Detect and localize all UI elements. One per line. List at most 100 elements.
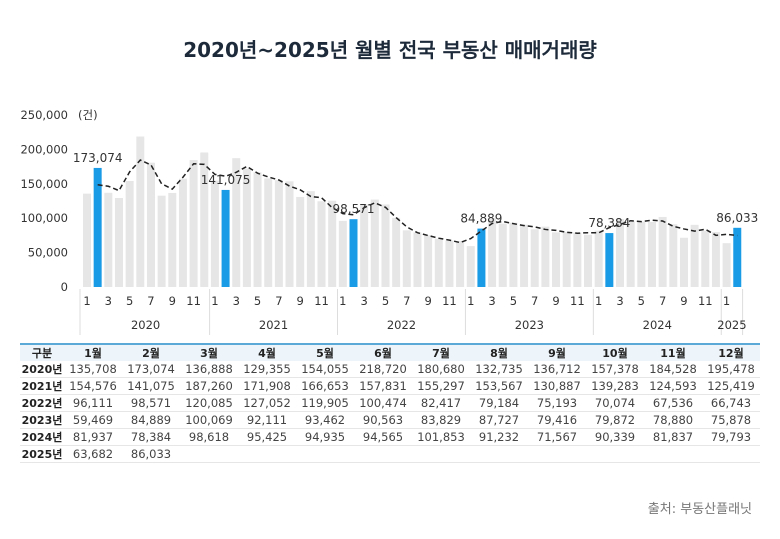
value-cell: 136,888 [180, 361, 238, 378]
value-cell [644, 445, 702, 463]
month-header: 9월 [528, 343, 586, 361]
x-tick-label: 9 [297, 294, 304, 308]
x-tick-label: 1 [723, 294, 730, 308]
bar [317, 201, 326, 287]
value-cell: 94,935 [296, 428, 354, 446]
value-cell: 86,033 [122, 445, 180, 463]
bar [722, 243, 731, 287]
value-cell: 125,419 [702, 377, 760, 395]
value-cell: 71,567 [528, 428, 586, 446]
x-tick-label: 3 [488, 294, 495, 308]
x-tick-label: 7 [659, 294, 666, 308]
x-tick-label: 3 [233, 294, 240, 308]
bar [434, 238, 443, 287]
x-tick-label: 5 [510, 294, 517, 308]
value-cell: 81,837 [644, 428, 702, 446]
x-tick-label: 1 [83, 294, 90, 308]
value-cell: 98,618 [180, 428, 238, 446]
bar [509, 222, 518, 287]
value-cell: 63,682 [64, 445, 122, 463]
bar [488, 218, 497, 287]
x-tick-label: 1 [595, 294, 602, 308]
value-cell [470, 445, 528, 463]
x-tick-label: 11 [570, 294, 585, 308]
year-label: 2020 [131, 318, 160, 332]
y-unit-label: (건) [78, 108, 98, 122]
highlight-data-label: 173,074 [73, 151, 123, 165]
bar [104, 192, 113, 287]
y-tick-label: 0 [61, 280, 68, 294]
value-cell: 187,260 [180, 377, 238, 395]
bar [594, 230, 603, 287]
year-cell: 2024년 [20, 428, 64, 446]
highlight-data-label: 98,571 [333, 202, 375, 216]
year-label: 2024 [643, 318, 672, 332]
bar [328, 200, 337, 287]
x-tick-label: 5 [126, 294, 133, 308]
table-row: 2022년 96,111 98,571 120,085 127,052 119,905 10… [20, 394, 760, 412]
value-cell: 195,478 [702, 361, 760, 378]
value-cell: 184,528 [644, 361, 702, 378]
value-cell: 84,889 [122, 411, 180, 429]
value-cell: 82,417 [412, 394, 470, 412]
value-cell: 81,937 [64, 428, 122, 446]
x-tick-label: 3 [360, 294, 367, 308]
bar [232, 158, 241, 287]
bar [274, 180, 283, 287]
bar [498, 223, 507, 287]
table-row: 2024년 81,937 78,384 98,618 95,425 94,935 94,56… [20, 428, 760, 446]
month-header: 11월 [644, 343, 702, 361]
value-cell: 87,727 [470, 411, 528, 429]
highlight-bar [221, 189, 230, 287]
value-cell: 78,384 [122, 428, 180, 446]
value-cell: 157,831 [354, 377, 412, 395]
year-label: 2025 [717, 318, 746, 332]
value-cell: 93,462 [296, 411, 354, 429]
year-label: 2023 [515, 318, 544, 332]
x-tick-label: 7 [403, 294, 410, 308]
value-cell: 130,887 [528, 377, 586, 395]
month-header: 1월 [64, 343, 122, 361]
value-cell: 100,474 [354, 394, 412, 412]
year-cell: 2022년 [20, 394, 64, 412]
bar [360, 204, 369, 287]
bar [647, 221, 656, 287]
bar [520, 224, 529, 287]
value-cell: 91,232 [470, 428, 528, 446]
highlight-data-label: 78,384 [588, 216, 630, 230]
x-tick-label: 3 [616, 294, 623, 308]
bar [573, 232, 582, 287]
bar [189, 160, 198, 287]
value-cell: 70,074 [586, 394, 644, 412]
value-cell [296, 445, 354, 463]
x-tick-label: 1 [339, 294, 346, 308]
bar [445, 240, 454, 287]
bar [658, 216, 667, 287]
trend-line [97, 159, 738, 244]
y-tick-label: 100,000 [20, 211, 68, 225]
bar [370, 199, 379, 287]
value-cell: 83,829 [412, 411, 470, 429]
value-cell [238, 445, 296, 463]
value-cell: 135,708 [64, 361, 122, 378]
month-header: 4월 [238, 343, 296, 361]
bar [562, 232, 571, 287]
y-tick-label: 250,000 [20, 108, 68, 122]
x-tick-label: 1 [467, 294, 474, 308]
month-header: 5월 [296, 343, 354, 361]
value-cell: 129,355 [238, 361, 296, 378]
month-header: 7월 [412, 343, 470, 361]
x-tick-label: 11 [698, 294, 713, 308]
value-cell: 90,339 [586, 428, 644, 446]
bar [711, 232, 720, 287]
value-cell: 90,563 [354, 411, 412, 429]
value-cell: 157,378 [586, 361, 644, 378]
bar [338, 220, 347, 287]
month-header: 8월 [470, 343, 528, 361]
bar [402, 230, 411, 287]
highlight-data-label: 86,033 [716, 211, 758, 225]
bar [296, 196, 305, 287]
highlight-bar [477, 228, 486, 287]
x-tick-label: 7 [147, 294, 154, 308]
value-cell: 218,720 [354, 361, 412, 378]
